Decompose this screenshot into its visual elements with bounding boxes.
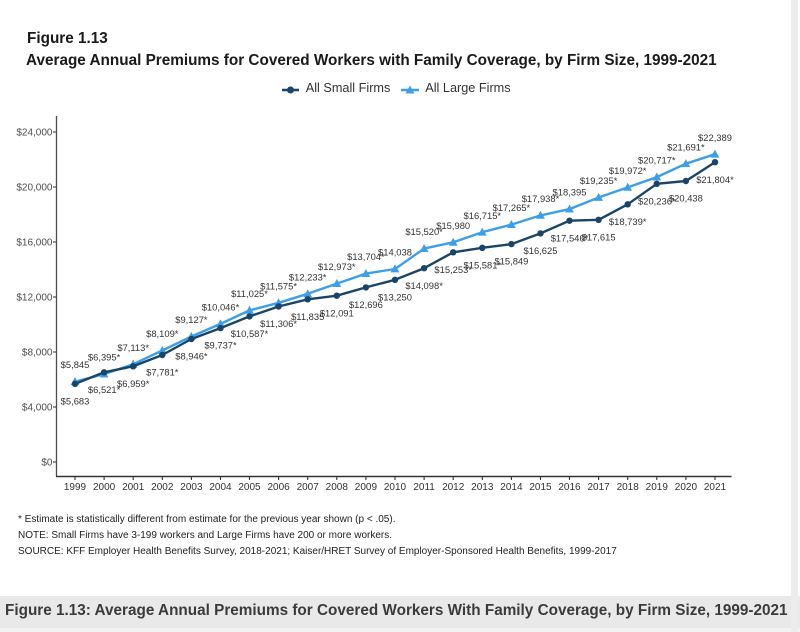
svg-text:$21,804*: $21,804* [696,174,734,185]
svg-text:2016: 2016 [558,482,581,493]
svg-text:2003: 2003 [180,482,203,493]
svg-text:$19,972*: $19,972* [609,165,647,176]
svg-text:$5,845: $5,845 [61,359,90,370]
svg-text:2010: 2010 [384,482,407,493]
svg-text:$15,980: $15,980 [436,220,470,231]
svg-text:$6,959*: $6,959* [117,378,150,389]
svg-text:$13,250: $13,250 [378,291,412,302]
svg-text:$0: $0 [41,458,53,469]
svg-text:$6,395*: $6,395* [88,352,121,363]
svg-text:$14,038: $14,038 [378,247,412,258]
svg-text:1999: 1999 [64,482,87,493]
svg-text:$8,946*: $8,946* [175,351,208,362]
svg-text:$12,696: $12,696 [349,299,383,310]
svg-text:2021: 2021 [704,482,727,493]
svg-text:2017: 2017 [587,482,610,493]
svg-text:$6,521*: $6,521* [88,384,121,395]
svg-text:$17,546*: $17,546* [551,232,589,243]
svg-text:$5,683: $5,683 [61,396,90,407]
svg-text:$4,000: $4,000 [22,403,53,414]
svg-text:$20,000: $20,000 [16,183,53,194]
svg-text:$19,235*: $19,235* [580,175,618,186]
svg-text:2011: 2011 [413,482,435,493]
svg-text:2001: 2001 [122,482,145,493]
svg-text:$13,704*: $13,704* [347,251,385,262]
svg-text:2004: 2004 [209,482,232,493]
svg-text:$9,737*: $9,737* [204,340,237,351]
svg-text:$12,000: $12,000 [16,293,53,304]
svg-text:$18,739*: $18,739* [609,216,647,227]
svg-text:$17,615: $17,615 [582,231,616,242]
svg-text:2006: 2006 [267,482,290,493]
svg-text:$12,973*: $12,973* [318,261,356,272]
svg-text:2005: 2005 [238,482,261,493]
svg-text:2012: 2012 [442,482,465,493]
svg-text:$12,233*: $12,233* [289,271,327,282]
svg-text:$9,127*: $9,127* [175,314,208,325]
svg-text:$11,306*: $11,306* [260,318,297,329]
svg-text:2007: 2007 [297,482,320,493]
svg-text:$12,091: $12,091 [320,307,354,318]
svg-text:$16,000: $16,000 [16,238,53,249]
svg-text:$16,715*: $16,715* [464,210,502,221]
svg-text:$11,835: $11,835 [291,311,324,322]
svg-text:$10,046*: $10,046* [202,302,240,313]
svg-text:$17,265*: $17,265* [493,202,531,213]
svg-text:2014: 2014 [500,482,523,493]
svg-text:$16,625: $16,625 [524,245,558,256]
svg-text:$15,253*: $15,253* [434,264,472,275]
svg-text:$8,000: $8,000 [22,348,53,359]
svg-text:$18,395: $18,395 [553,187,587,198]
svg-text:2009: 2009 [355,482,378,493]
svg-text:$24,000: $24,000 [16,128,53,139]
svg-text:$8,109*: $8,109* [146,328,179,339]
svg-text:$22,389: $22,389 [698,132,732,143]
svg-text:$11,575*: $11,575* [260,280,297,291]
svg-text:2020: 2020 [675,482,698,493]
svg-text:$11,025*: $11,025* [231,288,268,299]
svg-text:$15,849: $15,849 [494,256,528,267]
svg-text:$17,938*: $17,938* [522,193,560,204]
svg-text:$14,098*: $14,098* [405,280,443,291]
svg-text:$7,781*: $7,781* [146,367,179,378]
svg-text:2008: 2008 [326,482,349,493]
svg-text:$21,691*: $21,691* [667,141,705,152]
svg-text:2019: 2019 [646,482,669,493]
svg-text:2002: 2002 [151,482,174,493]
svg-text:2015: 2015 [529,482,552,493]
svg-text:$10,587*: $10,587* [231,328,269,339]
svg-text:$15,581*: $15,581* [464,259,502,270]
svg-text:2018: 2018 [617,482,640,493]
svg-text:$15,520*: $15,520* [405,226,443,237]
svg-text:2000: 2000 [93,482,116,493]
svg-text:$20,236*: $20,236* [638,195,676,206]
svg-text:$7,113*: $7,113* [117,342,149,353]
svg-text:2013: 2013 [471,482,494,493]
svg-text:$20,717*: $20,717* [638,155,676,166]
svg-text:$20,438: $20,438 [669,193,703,204]
